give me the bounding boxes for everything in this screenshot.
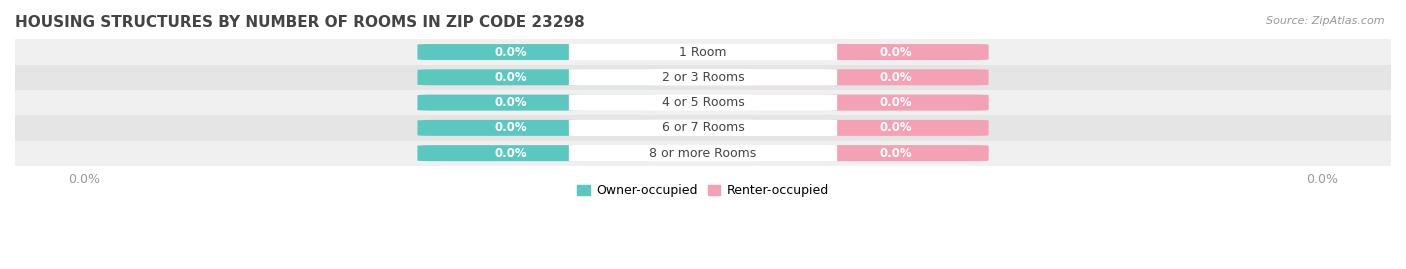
- FancyBboxPatch shape: [418, 145, 988, 161]
- Text: 8 or more Rooms: 8 or more Rooms: [650, 147, 756, 160]
- FancyBboxPatch shape: [418, 44, 988, 60]
- FancyBboxPatch shape: [748, 145, 988, 161]
- Text: Source: ZipAtlas.com: Source: ZipAtlas.com: [1267, 16, 1385, 26]
- FancyBboxPatch shape: [748, 44, 988, 60]
- Text: HOUSING STRUCTURES BY NUMBER OF ROOMS IN ZIP CODE 23298: HOUSING STRUCTURES BY NUMBER OF ROOMS IN…: [15, 15, 585, 30]
- Text: 0.0%: 0.0%: [494, 147, 527, 160]
- Text: 0.0%: 0.0%: [879, 147, 912, 160]
- FancyBboxPatch shape: [569, 94, 837, 111]
- FancyBboxPatch shape: [748, 120, 988, 136]
- Text: 0.0%: 0.0%: [494, 71, 527, 84]
- Text: 0.0%: 0.0%: [879, 96, 912, 109]
- Text: 0.0%: 0.0%: [494, 45, 527, 59]
- Bar: [15, 90, 1391, 115]
- FancyBboxPatch shape: [748, 95, 988, 111]
- Text: 4 or 5 Rooms: 4 or 5 Rooms: [662, 96, 744, 109]
- Text: 6 or 7 Rooms: 6 or 7 Rooms: [662, 121, 744, 134]
- Text: 0.0%: 0.0%: [879, 71, 912, 84]
- FancyBboxPatch shape: [569, 145, 837, 161]
- Text: 2 or 3 Rooms: 2 or 3 Rooms: [662, 71, 744, 84]
- Text: 0.0%: 0.0%: [879, 45, 912, 59]
- FancyBboxPatch shape: [418, 95, 658, 111]
- Text: 0.0%: 0.0%: [879, 121, 912, 134]
- FancyBboxPatch shape: [418, 69, 988, 85]
- FancyBboxPatch shape: [748, 69, 988, 85]
- Text: 1 Room: 1 Room: [679, 45, 727, 59]
- Bar: [15, 39, 1391, 65]
- Bar: [15, 115, 1391, 140]
- FancyBboxPatch shape: [418, 120, 658, 136]
- FancyBboxPatch shape: [418, 95, 988, 111]
- Legend: Owner-occupied, Renter-occupied: Owner-occupied, Renter-occupied: [572, 179, 834, 202]
- FancyBboxPatch shape: [569, 120, 837, 136]
- FancyBboxPatch shape: [569, 69, 837, 86]
- FancyBboxPatch shape: [418, 145, 658, 161]
- FancyBboxPatch shape: [418, 44, 658, 60]
- Bar: [15, 65, 1391, 90]
- Text: 0.0%: 0.0%: [494, 96, 527, 109]
- Bar: [15, 140, 1391, 166]
- FancyBboxPatch shape: [418, 69, 658, 85]
- FancyBboxPatch shape: [569, 44, 837, 60]
- FancyBboxPatch shape: [418, 120, 988, 136]
- Text: 0.0%: 0.0%: [494, 121, 527, 134]
